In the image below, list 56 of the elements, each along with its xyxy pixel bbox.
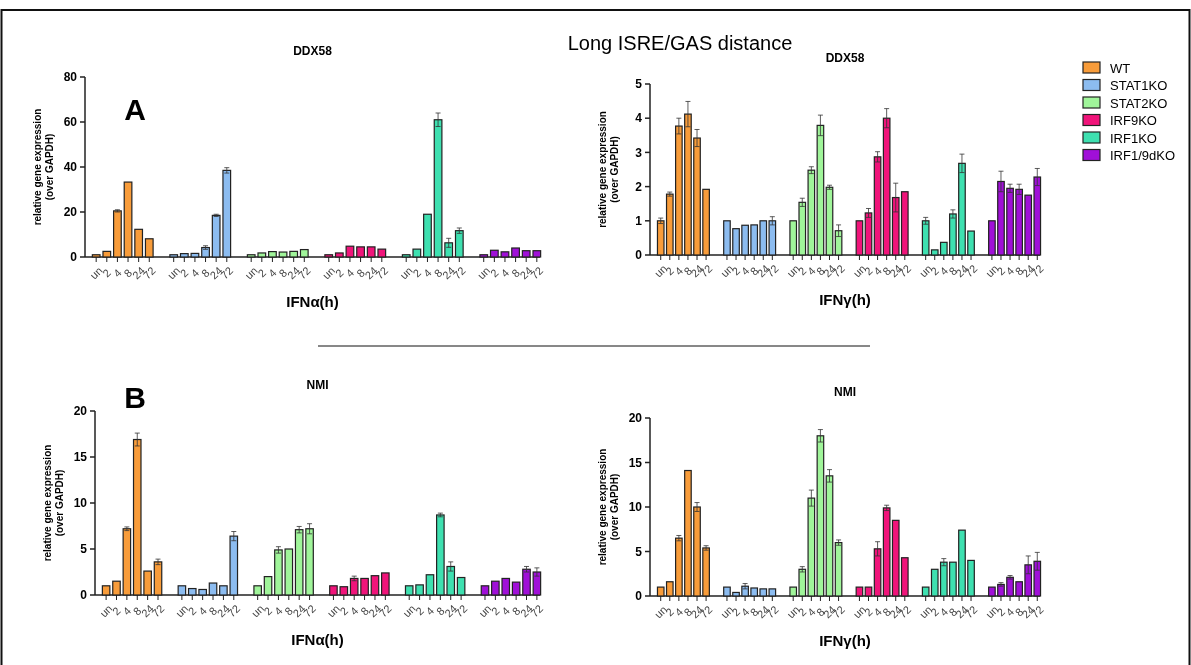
x-axis-title: IFNγ(h)	[819, 632, 871, 649]
annotation: B	[124, 381, 146, 414]
y-tick-label: 5	[80, 542, 88, 557]
y-tick-label: 15	[628, 455, 643, 470]
x-tick-label: 4	[347, 604, 361, 618]
legend-label: STAT1KO	[1110, 78, 1168, 94]
x-tick-label: 4	[1003, 264, 1017, 278]
y-tick-label: 40	[63, 160, 78, 175]
y-tick-label: 10	[73, 496, 88, 511]
y-tick-label: 0	[635, 589, 643, 604]
x-tick-label: 4	[271, 604, 285, 618]
y-tick-label: 20	[63, 205, 78, 220]
chart-title: NMI	[306, 378, 329, 392]
y-tick-label: 80	[63, 70, 78, 85]
text: Long ISRE/GAS distance	[567, 32, 793, 54]
y-axis-title: relative gene expression (over GAPDH)	[597, 111, 620, 228]
x-axis-title: IFNα(h)	[286, 293, 339, 310]
y-axis-title: relative gene expression (over GAPDH)	[32, 108, 55, 226]
y-tick-label: 15	[73, 450, 88, 465]
y-tick-label: 0	[70, 250, 78, 265]
y-tick-label: 0	[80, 588, 88, 603]
y-tick-label: 20	[73, 404, 88, 419]
y-tick-label: 5	[635, 544, 643, 559]
chart-title: DDX58	[825, 51, 865, 65]
x-tick-label: 4	[110, 266, 124, 280]
y-axis-title: relative gene expression (over GAPDH)	[597, 448, 620, 566]
y-tick-label: 1	[635, 214, 643, 228]
chart-title: DDX58	[293, 44, 333, 58]
legend-label: STAT2KO	[1110, 95, 1168, 111]
legend-label: IRF1/9dKO	[1110, 148, 1176, 164]
y-tick-label: 4	[635, 111, 643, 126]
x-tick-label: 4	[120, 604, 134, 618]
x-tick-label: 4	[343, 266, 357, 280]
x-tick-label: 4	[196, 604, 209, 618]
y-axis-title: relative gene expression (over GAPDH)	[42, 444, 65, 562]
x-tick-label: 4	[188, 266, 202, 280]
x-tick-label: 4	[498, 266, 512, 280]
y-tick-label: 3	[635, 145, 643, 160]
legend-label: IRF1KO	[1110, 130, 1157, 146]
x-axis-title: IFNγ(h)	[819, 291, 871, 308]
legend-label: IRF9KO	[1110, 113, 1157, 129]
x-tick-label: 4	[420, 266, 434, 280]
x-tick-label: 4	[265, 266, 279, 280]
x-tick-label: 4	[499, 604, 513, 618]
y-tick-label: 2	[635, 179, 643, 194]
y-tick-label: 60	[63, 115, 78, 130]
y-tick-label: 20	[628, 411, 643, 426]
y-tick-label: 5	[635, 77, 643, 92]
x-tick-label: 4	[1003, 605, 1017, 619]
chart-title: NMI	[834, 385, 856, 399]
x-tick-label: 4	[423, 604, 437, 618]
x-axis-title: IFNα(h)	[291, 631, 344, 648]
y-tick-label: 0	[635, 248, 643, 263]
annotation: A	[124, 93, 146, 126]
legend-label: WT	[1110, 60, 1131, 76]
y-tick-label: 10	[628, 500, 643, 515]
